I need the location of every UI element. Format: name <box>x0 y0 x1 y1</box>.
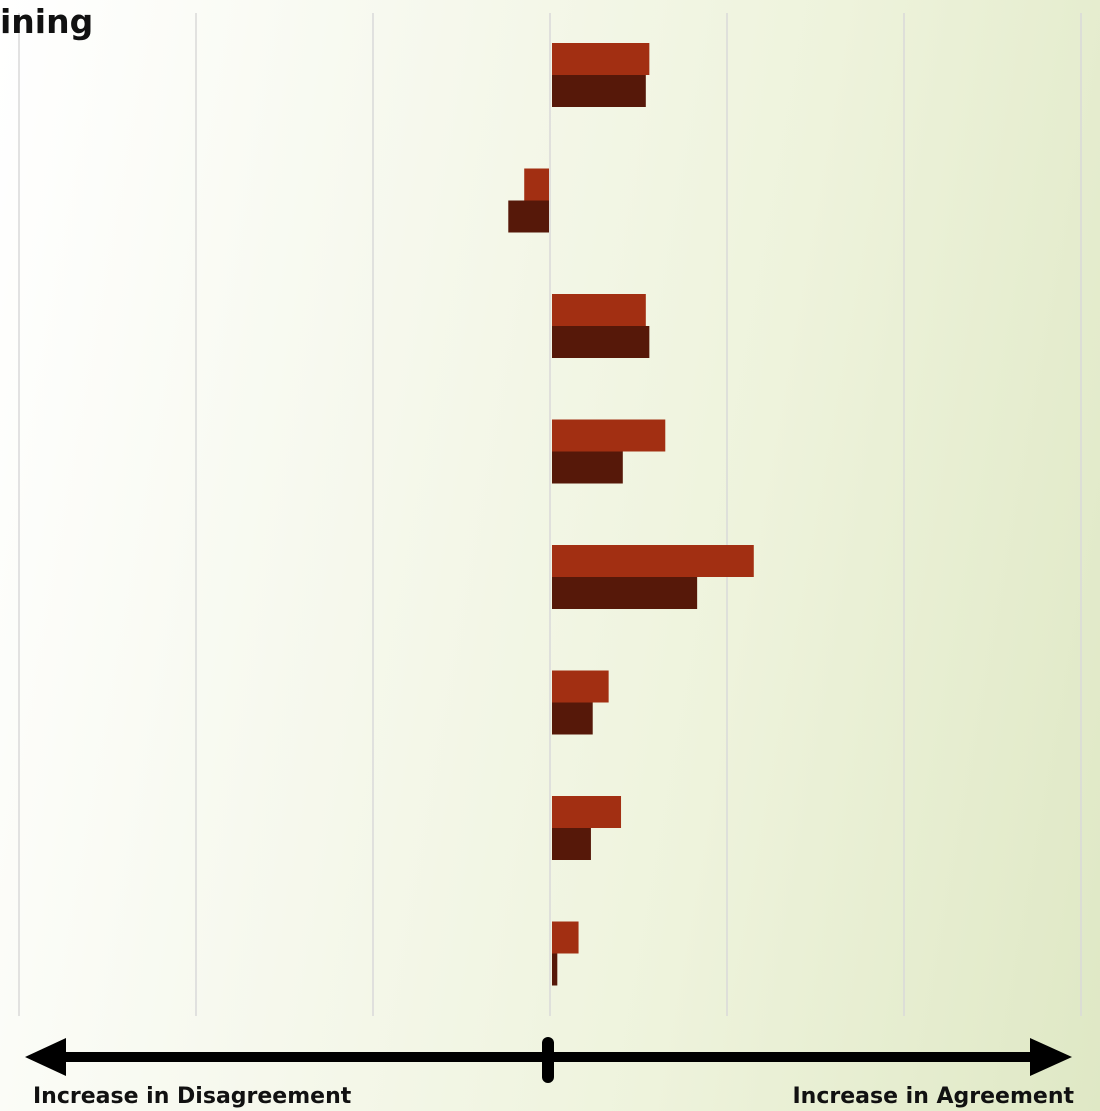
bar-series-1-row-6 <box>552 670 609 703</box>
bar-series-2-row-6 <box>552 702 593 735</box>
agreement-scale-arrow <box>25 1037 1072 1083</box>
bar-series-2-row-8 <box>552 953 558 986</box>
scale-arrow-left-head <box>25 1038 66 1076</box>
bar-series-1-row-3 <box>552 294 646 326</box>
gridlines <box>18 13 1082 1016</box>
scale-label-agreement: Increase in Agreement <box>792 1084 1074 1109</box>
bar-series-1-row-8 <box>552 921 579 954</box>
bar-series-1-row-2 <box>524 168 549 201</box>
bar-series-1-row-4 <box>552 419 666 452</box>
bar-series-2-row-7 <box>552 828 591 860</box>
bar-series-2-row-3 <box>552 326 650 358</box>
bar-series-2-row-1 <box>552 75 646 107</box>
scale-label-disagreement: Increase in Disagreement <box>33 1084 352 1109</box>
scale-arrow-right-head <box>1030 1038 1072 1076</box>
bars <box>508 43 754 986</box>
bar-series-1-row-1 <box>552 43 650 75</box>
bar-series-2-row-4 <box>552 451 623 484</box>
bar-series-2-row-5 <box>552 577 698 609</box>
chart-title: ining <box>0 2 94 41</box>
bar-series-2-row-2 <box>508 200 549 233</box>
bar-series-1-row-7 <box>552 796 622 828</box>
bar-series-1-row-5 <box>552 545 754 577</box>
